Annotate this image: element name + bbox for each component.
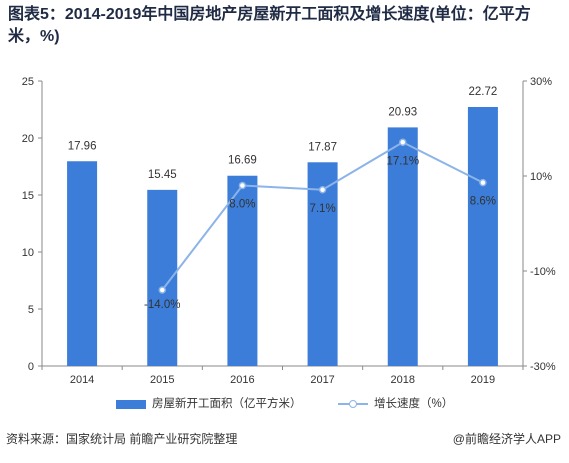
bar-data-label: 17.87 xyxy=(308,141,337,153)
bar-data-label: 20.93 xyxy=(388,106,417,118)
chart-title: 图表5：2014-2019年中国房地产房屋新开工面积及增长速度(单位：亿平方米，… xyxy=(8,6,531,45)
y-left-tick-label: 15 xyxy=(22,190,34,202)
x-tick-label: 2014 xyxy=(70,374,94,386)
growth-point xyxy=(399,138,407,147)
y-right-tick-label: -30% xyxy=(530,361,556,373)
y-right-tick-label: 10% xyxy=(530,171,552,183)
chart-legend: 房屋新开工面积（亿平方米） 增长速度（%） xyxy=(0,394,569,414)
growth-data-label: 8.0% xyxy=(229,199,255,211)
bar-data-label: 22.72 xyxy=(469,86,498,98)
y-right-tick-label: 30% xyxy=(530,76,552,88)
bar xyxy=(467,106,498,366)
growth-data-label: 7.1% xyxy=(309,203,335,215)
bar-data-label: 15.45 xyxy=(148,169,177,181)
y-left-tick-label: 10 xyxy=(22,247,34,259)
y-right-tick-label: -10% xyxy=(530,266,556,278)
legend-line-label: 增长速度（%） xyxy=(374,398,454,410)
bar-data-label: 16.69 xyxy=(228,155,257,167)
source-note: 资料来源：国家统计局 前瞻产业研究院整理 xyxy=(6,432,238,446)
bar xyxy=(307,162,338,366)
bar-data-label: 17.96 xyxy=(68,140,97,152)
x-tick-label: 2016 xyxy=(230,374,254,386)
y-left-tick-label: 5 xyxy=(28,304,34,316)
x-tick-label: 2018 xyxy=(391,374,415,386)
y-left-tick-label: 0 xyxy=(28,361,34,373)
legend-bar-label: 房屋新开工面积（亿平方米） xyxy=(152,398,302,410)
growth-point xyxy=(479,178,487,187)
growth-point xyxy=(238,181,247,190)
growth-point xyxy=(158,286,166,294)
y-left-tick-label: 25 xyxy=(22,76,34,88)
x-tick-label: 2015 xyxy=(150,374,174,386)
bar xyxy=(387,127,418,366)
x-tick-label: 2017 xyxy=(310,374,334,386)
bar xyxy=(67,161,98,366)
bar xyxy=(227,175,258,366)
growth-point xyxy=(318,186,327,194)
credit-note: @前瞻经济学人APP xyxy=(452,432,561,446)
growth-data-label: -14.0% xyxy=(144,299,180,311)
growth-data-label: 17.1% xyxy=(386,155,419,167)
legend-bar-swatch xyxy=(116,400,146,409)
y-left-tick-label: 20 xyxy=(22,133,34,145)
x-tick-label: 2019 xyxy=(471,374,495,386)
legend-line-marker xyxy=(349,400,357,408)
growth-data-label: 8.6% xyxy=(470,196,496,208)
